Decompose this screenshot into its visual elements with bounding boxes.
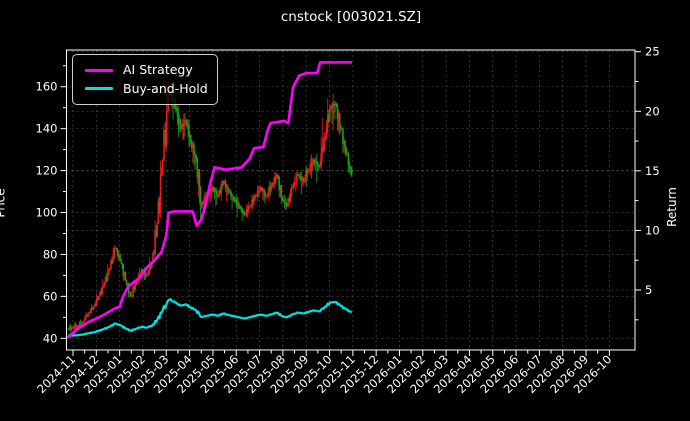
svg-text:120: 120: [36, 164, 58, 178]
svg-text:140: 140: [36, 122, 58, 136]
legend: AI Strategy Buy-and-Hold: [72, 54, 218, 105]
svg-text:20: 20: [645, 104, 660, 118]
svg-text:5: 5: [645, 283, 652, 297]
svg-text:25: 25: [645, 45, 660, 59]
y-axis-label-price: Price: [0, 188, 8, 218]
chart-title: cnstock [003021.SZ]: [280, 9, 422, 25]
legend-swatch-ai-strategy-line: [85, 68, 113, 72]
svg-text:15: 15: [645, 164, 660, 178]
svg-text:10: 10: [645, 223, 660, 237]
legend-swatch-buy-and-hold-line: [85, 87, 113, 91]
legend-item-buy-and-hold: Buy-and-Hold: [73, 80, 217, 96]
legend-item-ai-strategy: AI Strategy: [73, 62, 217, 77]
tick-marks: [60, 51, 641, 356]
candlestick-series: [67, 80, 353, 333]
svg-text:60: 60: [43, 289, 58, 303]
svg-text:160: 160: [36, 80, 58, 94]
svg-text:80: 80: [43, 247, 58, 261]
y-axis-label-return: Return: [664, 187, 679, 227]
svg-text:40: 40: [43, 331, 58, 345]
line-series: [66, 61, 353, 339]
svg-text:100: 100: [36, 206, 58, 220]
tick-labels: 4060801001201401605101520252024-112024-1…: [34, 45, 659, 396]
legend-label-buy-and-hold: Buy-and-Hold: [123, 80, 208, 96]
axes-spines: [66, 49, 636, 351]
legend-label-ai-strategy: AI Strategy: [123, 62, 193, 77]
